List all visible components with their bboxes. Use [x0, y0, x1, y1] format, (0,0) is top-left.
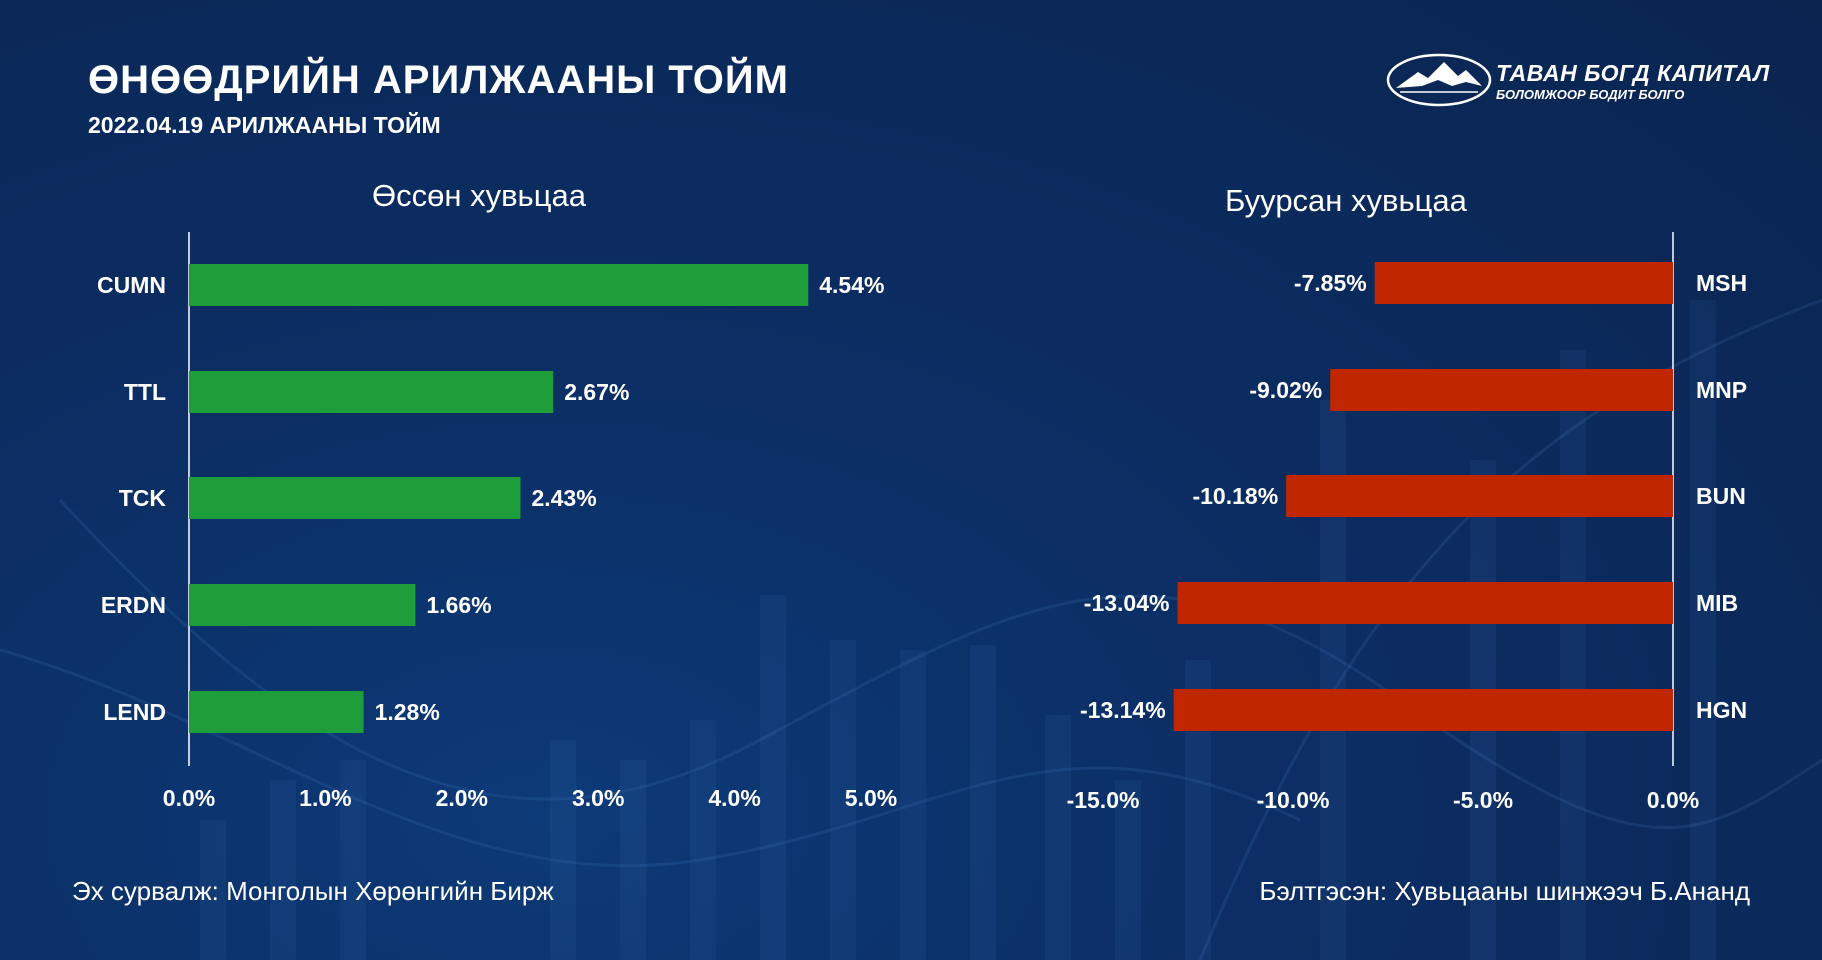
- gainer-tick-label: 0.0%: [163, 785, 215, 811]
- loser-value-label: -13.14%: [1080, 697, 1166, 723]
- loser-category-label: MNP: [1696, 377, 1747, 403]
- gainer-category-label: LEND: [103, 699, 166, 725]
- losers-chart-title: Буурсан хувьцаа: [1225, 183, 1467, 218]
- loser-category-label: MIB: [1696, 590, 1738, 616]
- gainer-tick-label: 2.0%: [436, 785, 488, 811]
- page-title: ӨНӨӨДРИЙН АРИЛЖААНЫ ТОЙМ: [88, 58, 789, 102]
- loser-tick-label: -15.0%: [1067, 787, 1140, 813]
- loser-category-label: BUN: [1696, 483, 1746, 509]
- gainer-category-label: ERDN: [101, 592, 166, 618]
- logo-tagline: БОЛОМЖООР БОДИТ БОЛГО: [1496, 87, 1685, 102]
- loser-bar: [1173, 689, 1673, 731]
- gainer-value-label: 1.66%: [426, 592, 491, 618]
- loser-value-label: -9.02%: [1249, 377, 1322, 403]
- gainer-bar: [189, 371, 554, 413]
- gainer-bar: [189, 691, 364, 733]
- loser-category-label: MSH: [1696, 270, 1747, 296]
- gainer-tick-label: 5.0%: [845, 785, 897, 811]
- gainer-tick-label: 1.0%: [299, 785, 351, 811]
- gainer-bar: [189, 477, 521, 519]
- loser-tick-label: 0.0%: [1647, 787, 1699, 813]
- source-note: Эх сурвалж: Монголын Хөрөнгийн Бирж: [72, 876, 554, 906]
- mountain-logo-icon: [1386, 53, 1492, 107]
- loser-value-label: -7.85%: [1294, 270, 1367, 296]
- gainer-tick-label: 3.0%: [572, 785, 624, 811]
- loser-bar: [1286, 475, 1673, 517]
- loser-tick-label: -10.0%: [1257, 787, 1330, 813]
- gainer-value-label: 1.28%: [375, 699, 440, 725]
- loser-bar: [1330, 369, 1673, 411]
- gainer-category-label: TTL: [124, 379, 166, 405]
- gainer-category-label: TCK: [119, 485, 167, 511]
- loser-bar: [1177, 582, 1673, 624]
- loser-tick-label: -5.0%: [1453, 787, 1513, 813]
- gainer-value-label: 2.67%: [564, 379, 629, 405]
- loser-bar: [1374, 262, 1673, 304]
- loser-value-label: -10.18%: [1192, 483, 1278, 509]
- logo-name: ТАВАН БОГД КАПИТАЛ: [1496, 60, 1770, 86]
- loser-value-label: -13.04%: [1084, 590, 1170, 616]
- company-logo: ТАВАН БОГД КАПИТАЛ БОЛОМЖООР БОДИТ БОЛГО: [1386, 52, 1769, 112]
- gainer-bar: [189, 264, 809, 306]
- gainer-tick-label: 4.0%: [708, 785, 760, 811]
- gainer-bar: [189, 584, 416, 626]
- gainer-category-label: CUMN: [97, 272, 166, 298]
- page-subtitle: 2022.04.19 АРИЛЖААНЫ ТОЙМ: [88, 112, 441, 138]
- gainer-value-label: 2.43%: [531, 485, 596, 511]
- gainers-chart-title: Өссөн хувьцаа: [372, 178, 586, 213]
- loser-category-label: HGN: [1696, 697, 1747, 723]
- gainer-value-label: 4.54%: [819, 272, 884, 298]
- prepared-by-note: Бэлтгэсэн: Хувьцааны шинжээч Б.Ананд: [1259, 876, 1750, 906]
